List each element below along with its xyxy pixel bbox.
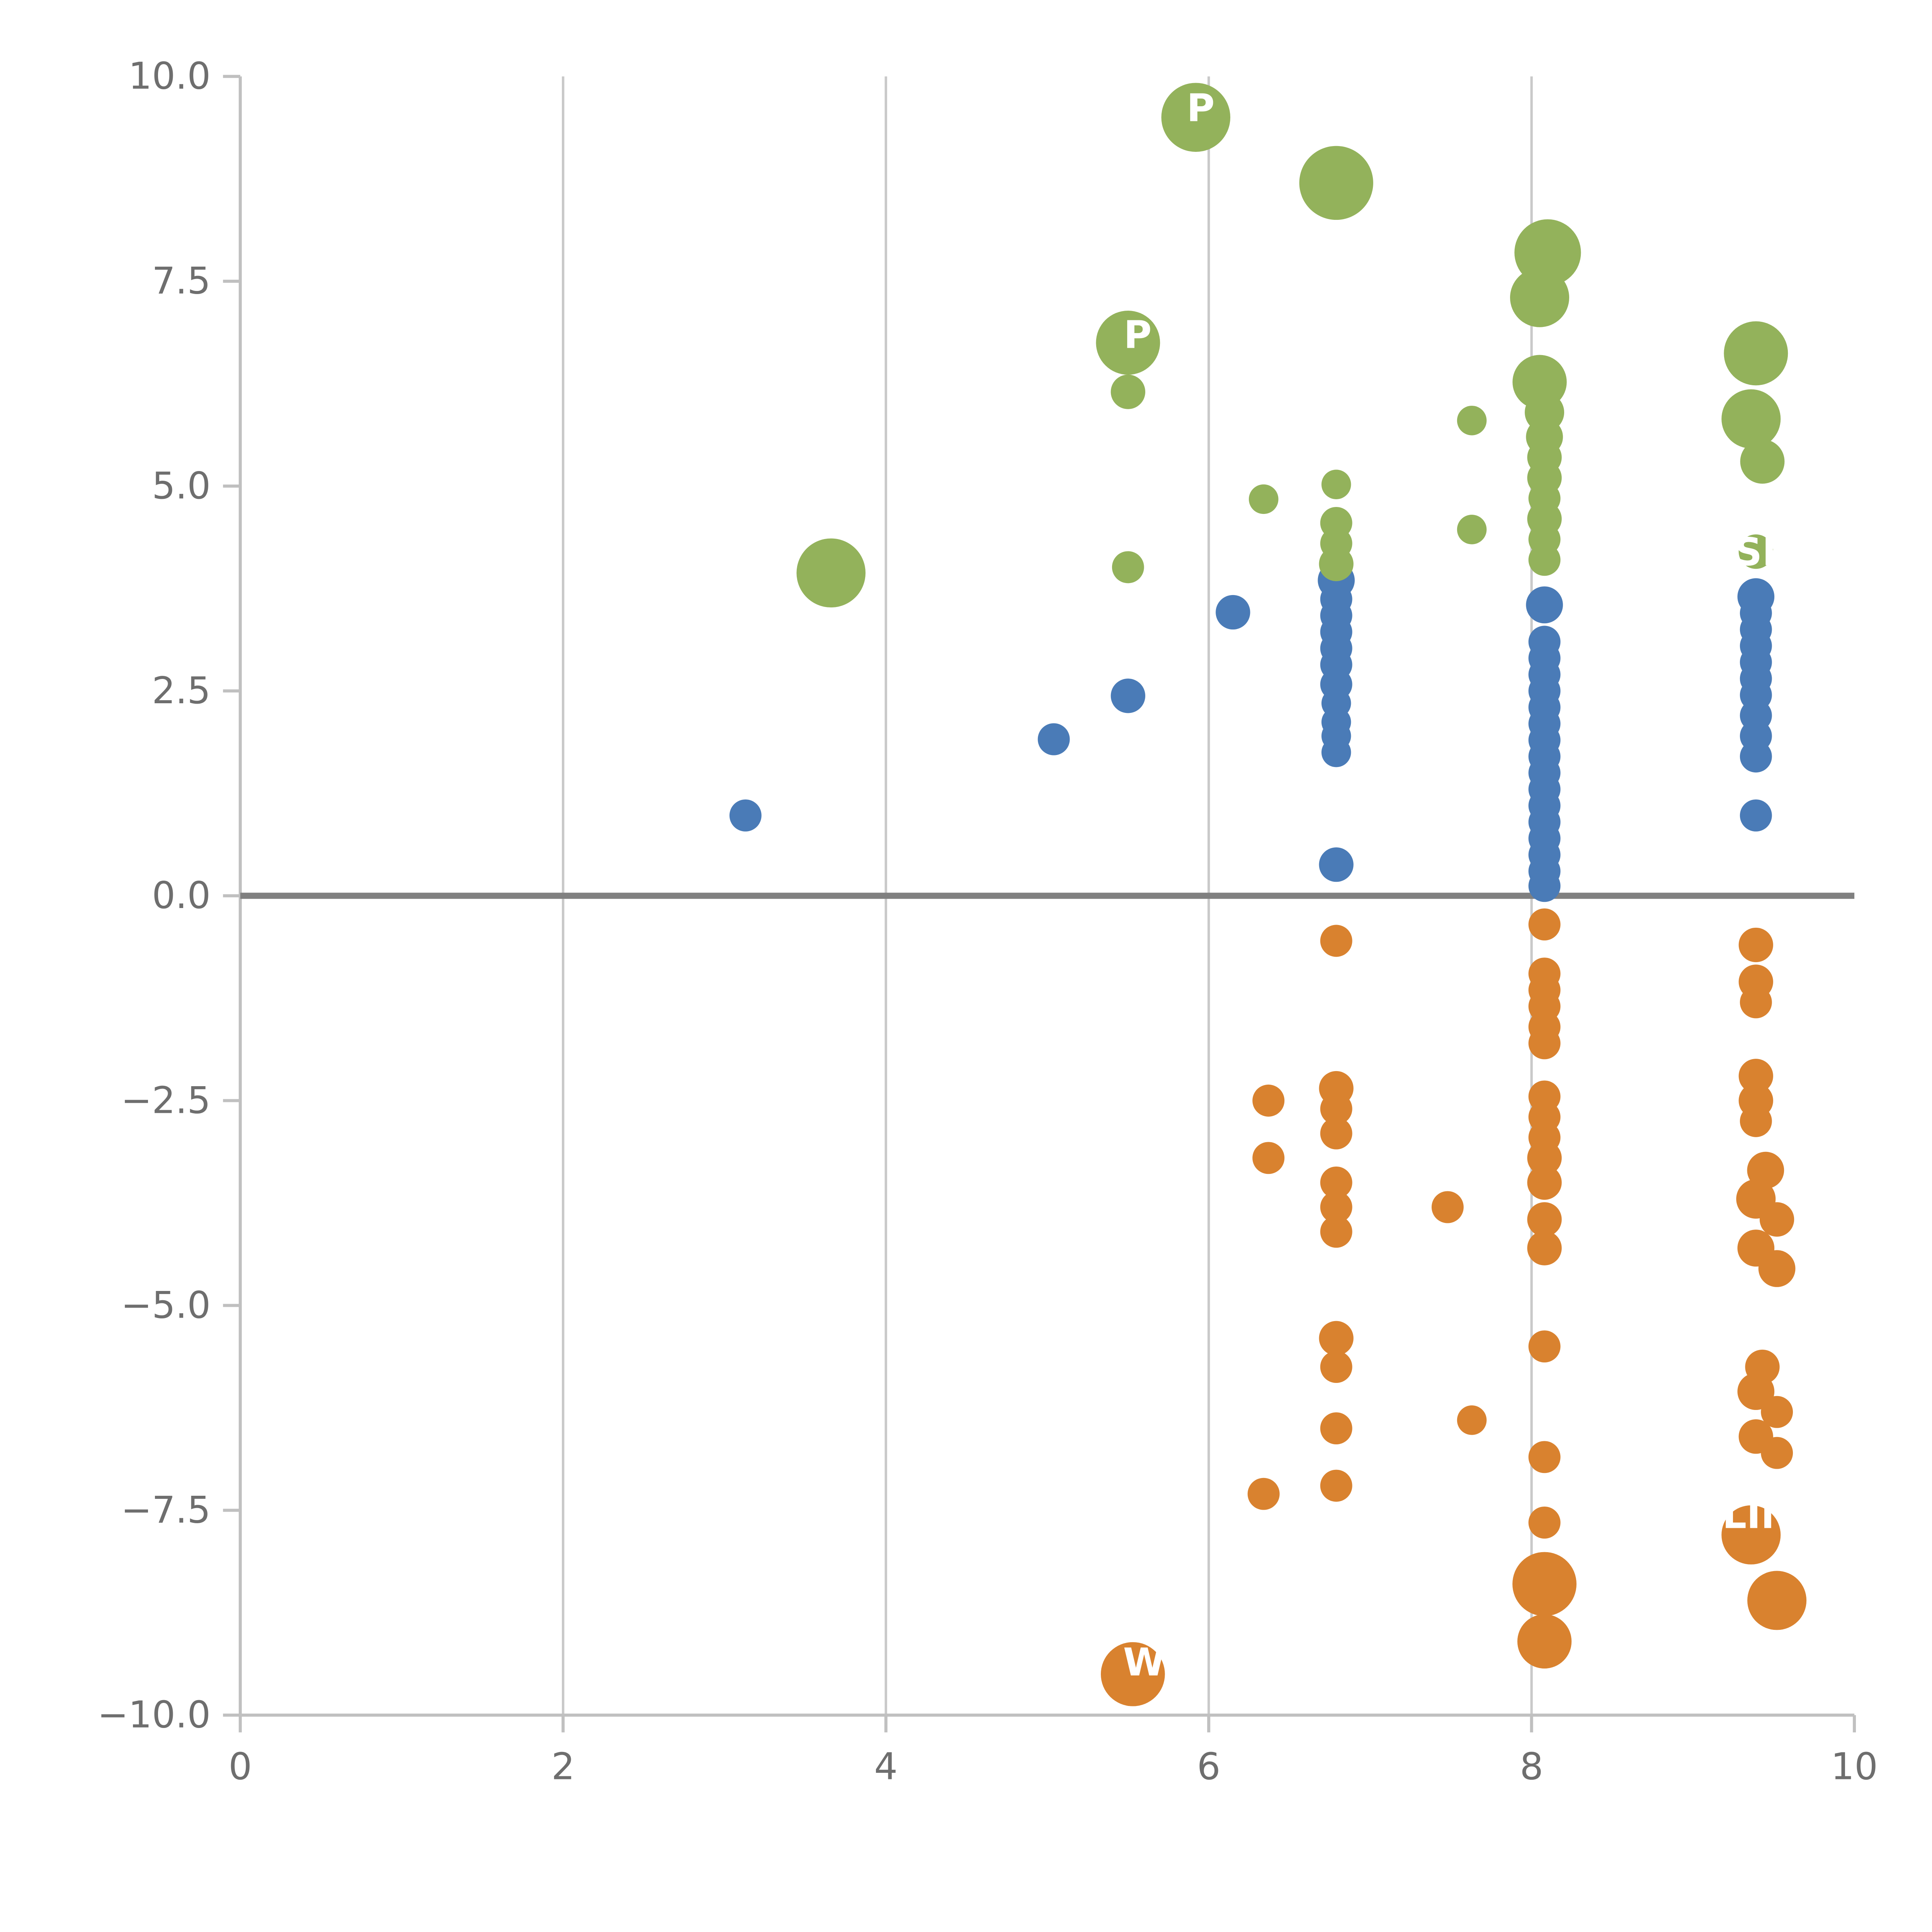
orange-series-point <box>1527 1165 1562 1200</box>
y-tick-label: −5.0 <box>121 1283 211 1327</box>
blue-series-point <box>1528 870 1561 902</box>
orange-series-point <box>1320 1166 1352 1199</box>
blue-series-point <box>1321 737 1351 767</box>
green-series-point <box>1111 374 1145 409</box>
y-tick-label: 7.5 <box>152 259 211 303</box>
green-series-point <box>1528 544 1561 576</box>
orange-series-point <box>1319 1321 1354 1355</box>
orange-series-point <box>1721 1505 1781 1565</box>
blue-series-point <box>729 799 762 832</box>
green-series-point <box>1721 389 1781 449</box>
orange-series-point <box>1758 1250 1796 1287</box>
green-series-point <box>1319 546 1354 582</box>
orange-series-point <box>1528 1441 1561 1473</box>
blue-series-point <box>1216 595 1250 630</box>
orange-series-point <box>1761 1437 1793 1469</box>
green-series-point <box>1161 83 1231 152</box>
orange-series-point <box>1320 925 1352 957</box>
green-series-point <box>1514 219 1581 286</box>
orange-series-point <box>1527 1141 1562 1175</box>
orange-series-point <box>1320 1351 1352 1383</box>
orange-series-point <box>1512 1552 1577 1616</box>
y-tick-label: 0.0 <box>152 874 211 917</box>
green-series-point <box>1738 534 1773 569</box>
orange-series-group <box>1100 908 1807 1706</box>
orange-series-point <box>1528 1027 1561 1060</box>
blue-series-point <box>1526 586 1563 624</box>
x-tick-label: 4 <box>874 1745 898 1788</box>
point-label: W <box>1123 1640 1165 1685</box>
blue-series-point <box>1111 679 1145 713</box>
y-tick-label: 10.0 <box>128 54 211 98</box>
green-series-point <box>1299 146 1373 220</box>
green-series-point <box>1740 439 1785 484</box>
x-tick-label: 10 <box>1831 1745 1878 1788</box>
orange-series-point <box>1738 1059 1773 1094</box>
green-series-point <box>1112 551 1144 583</box>
orange-series-point <box>1457 1405 1487 1435</box>
green-series-point <box>1724 321 1788 386</box>
x-tick-label: 6 <box>1197 1745 1221 1788</box>
blue-series-group <box>729 562 1775 902</box>
y-tick-label: 2.5 <box>152 669 211 712</box>
blue-series-point <box>1319 847 1354 882</box>
x-tick-label: 2 <box>551 1745 575 1788</box>
green-series-point <box>1321 469 1351 499</box>
blue-series-point <box>1037 723 1070 755</box>
blue-series-point <box>1740 799 1772 832</box>
orange-series-point <box>1738 927 1773 963</box>
green-series-point <box>796 538 866 608</box>
green-series-point <box>1248 484 1279 514</box>
orange-series-point <box>1431 1191 1464 1223</box>
orange-series-point <box>1252 1142 1285 1174</box>
orange-series-point <box>1740 986 1772 1019</box>
orange-series-point <box>1320 1412 1352 1445</box>
orange-series-point <box>1527 1231 1562 1265</box>
orange-series-point <box>1517 1614 1572 1669</box>
point-label: P <box>1124 313 1151 357</box>
green-series-point <box>1510 268 1570 327</box>
orange-series-point <box>1747 1571 1807 1630</box>
orange-series-point <box>1528 1330 1561 1362</box>
point-label: P <box>1187 86 1214 130</box>
x-tick-label: 0 <box>228 1745 252 1788</box>
x-tick-label: 8 <box>1520 1745 1543 1788</box>
green-series-point <box>1457 406 1487 435</box>
orange-series-point <box>1320 1469 1352 1502</box>
point-label: LIN <box>1722 1493 1793 1537</box>
orange-series-point <box>1320 1093 1352 1125</box>
green-series-point <box>1457 515 1487 544</box>
point-label: SP <box>1735 530 1790 575</box>
orange-series-point <box>1740 1105 1772 1137</box>
orange-series-point <box>1759 1202 1794 1237</box>
y-tick-label: −10.0 <box>97 1693 211 1736</box>
green-series-group <box>796 83 1788 608</box>
orange-series-point <box>1527 1202 1562 1237</box>
y-tick-label: −2.5 <box>121 1078 211 1122</box>
orange-series-point <box>1320 1117 1352 1150</box>
orange-series-point <box>1320 1191 1352 1223</box>
green-series-point <box>1096 310 1160 375</box>
orange-series-point <box>1100 1642 1165 1706</box>
orange-series-point <box>1761 1396 1793 1428</box>
y-tick-label: −7.5 <box>121 1488 211 1532</box>
y-tick-label: 5.0 <box>152 464 211 507</box>
orange-series-point <box>1528 1506 1561 1539</box>
orange-series-point <box>1247 1478 1280 1510</box>
orange-series-point <box>1737 1373 1775 1410</box>
orange-series-point <box>1528 908 1561 940</box>
orange-series-point <box>1252 1084 1285 1117</box>
orange-series-point <box>1320 1216 1352 1248</box>
blue-series-point <box>1740 740 1772 773</box>
